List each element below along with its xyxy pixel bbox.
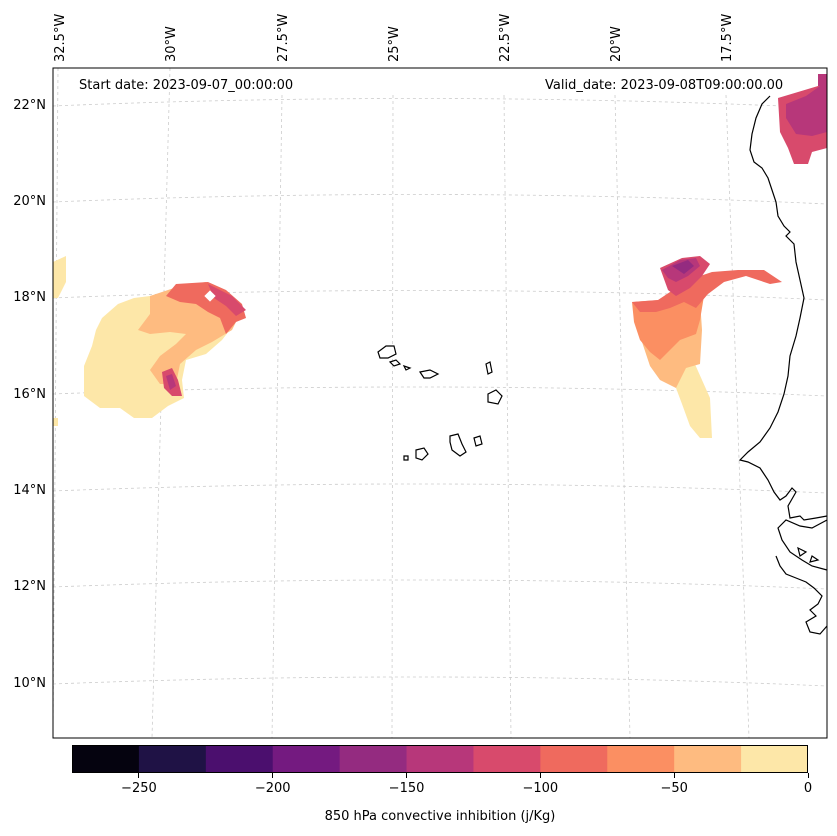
gridline-lat-14n [52,483,828,494]
cin-region-east-band [632,270,782,312]
colorbar-tick-label: −100 [522,781,559,796]
colorbar-swatch [406,745,474,773]
cin-region-west-hole [204,290,216,302]
lat-label-20n: 20°N [13,194,46,209]
cin-region-east-core-darker [672,260,694,274]
colorbar-swatch [339,745,408,773]
island-santiago [449,433,467,457]
island-santa-luzia [402,364,412,371]
colorbar-frame [72,745,808,773]
colorbar-swatch [72,745,140,773]
colorbar-tick-mark [406,773,408,778]
colorbar-tick-mark [138,773,140,778]
gridline-lon-17-5w [725,94,750,739]
colorbar-tick-mark [539,773,541,778]
lat-label-16n: 16°N [13,387,46,402]
island-sal [485,361,493,375]
gridline-lat-10n [52,676,828,687]
gridline-lon-30w [151,67,171,739]
colorbar-swatch [607,745,675,773]
lat-label-10n: 10°N [13,676,46,691]
colorbar-swatch [272,745,341,773]
colorbar-tick-label: −200 [254,781,291,796]
gridline-lat-22n [52,98,828,109]
gridline-lat-12n [52,579,828,590]
island-santo-antao [377,345,397,359]
island-sao-vicente [388,359,402,367]
island-boa-vista [487,389,503,405]
colorbar-label: 850 hPa convective inhibition (j/Kg) [324,809,556,824]
start-date-annotation: Start date: 2023-09-07_00:00:00 [79,78,294,93]
island-maio [473,435,483,447]
colorbar-tick-label: −50 [660,781,688,796]
colorbar-swatch [674,745,742,773]
cin-region-ne-inner [786,80,827,136]
gridline-lat-20n [52,194,828,205]
cin-region-ne-top [818,74,827,86]
colorbar-swatches [72,745,809,773]
cin-region-left-edge [53,256,66,298]
lat-label-18n: 18°N [13,290,46,305]
island-fogo [415,447,429,461]
colorbar-tick-mark [807,773,809,778]
lat-label-12n: 12°N [13,579,46,594]
colorbar-swatch [205,745,274,773]
gridline-lon-22-5w [503,94,512,739]
gridline-lon-27-5w [271,94,283,739]
island-sao-nicolau [419,369,440,379]
gridline-lon-32-5w [52,67,59,739]
west-africa-coastline [738,95,828,521]
island-brava [403,455,409,461]
gridline-lon-25w [391,94,394,739]
gridline-lon-20w [614,94,631,739]
colorbar-tick-label: −250 [121,781,157,796]
cin-field [53,74,827,438]
cin-region-west-hook-core [166,374,176,390]
colorbar-swatch [473,745,541,773]
colorbar-swatch [138,745,207,773]
colorbar [72,745,809,773]
cape-verde-islands [377,345,503,461]
colorbar-tick-mark [272,773,274,778]
colorbar-tick-label: 0 [803,781,813,796]
colorbar-tick-label: −150 [388,781,425,796]
guinea-coast [775,555,828,635]
cin-region-east-weak [676,362,712,438]
colorbar-tick-mark [673,773,675,778]
lat-label-14n: 14°N [13,483,46,498]
lat-labels: 22°N 20°N 18°N 16°N 14°N 12°N 10°N [0,0,46,836]
colorbar-swatch [741,745,809,773]
colorbar-swatch [540,745,608,773]
coastlines [738,95,828,635]
bissagos-islands [797,546,820,563]
cin-region-left-dot [53,418,58,426]
valid-date-annotation: Valid_date: 2023-09-08T09:00:00.00 [545,78,784,93]
map-frame [52,67,828,739]
guinea-bissau-coast [777,519,828,571]
cin-region-west-core [208,284,246,316]
colorbar-ticks: −250 −200 −150 −100 −50 0 [72,773,812,799]
lat-label-22n: 22°N [13,98,46,113]
